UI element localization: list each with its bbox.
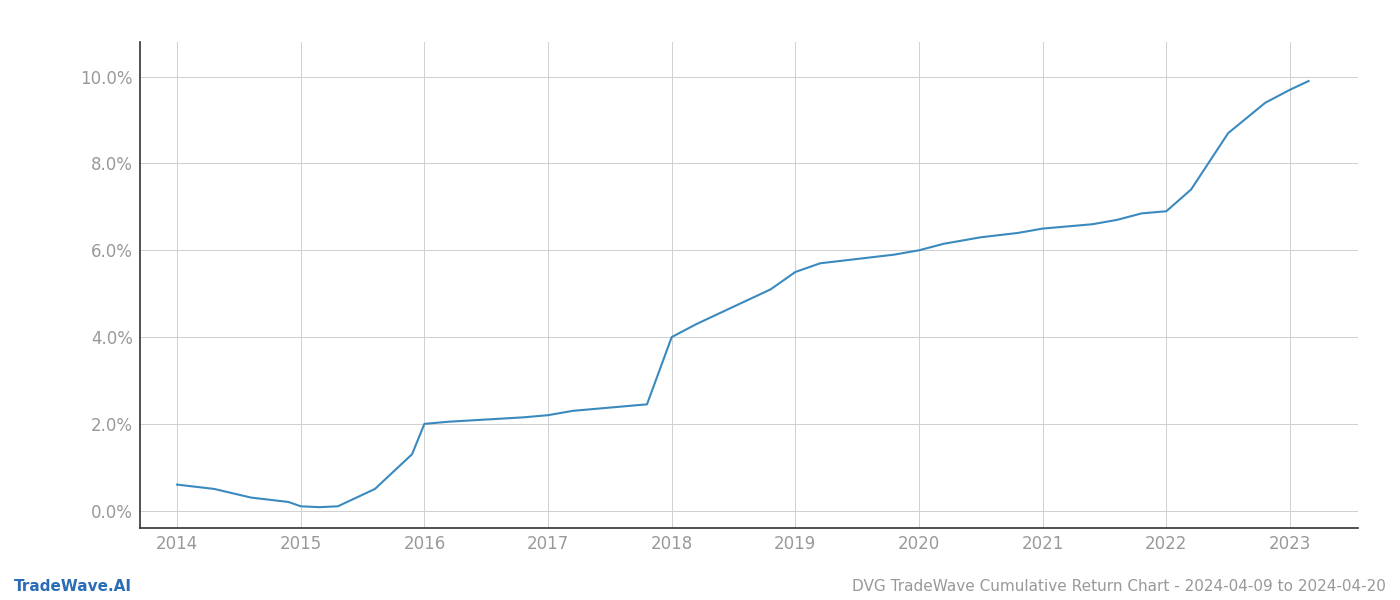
Text: TradeWave.AI: TradeWave.AI <box>14 579 132 594</box>
Text: DVG TradeWave Cumulative Return Chart - 2024-04-09 to 2024-04-20: DVG TradeWave Cumulative Return Chart - … <box>853 579 1386 594</box>
